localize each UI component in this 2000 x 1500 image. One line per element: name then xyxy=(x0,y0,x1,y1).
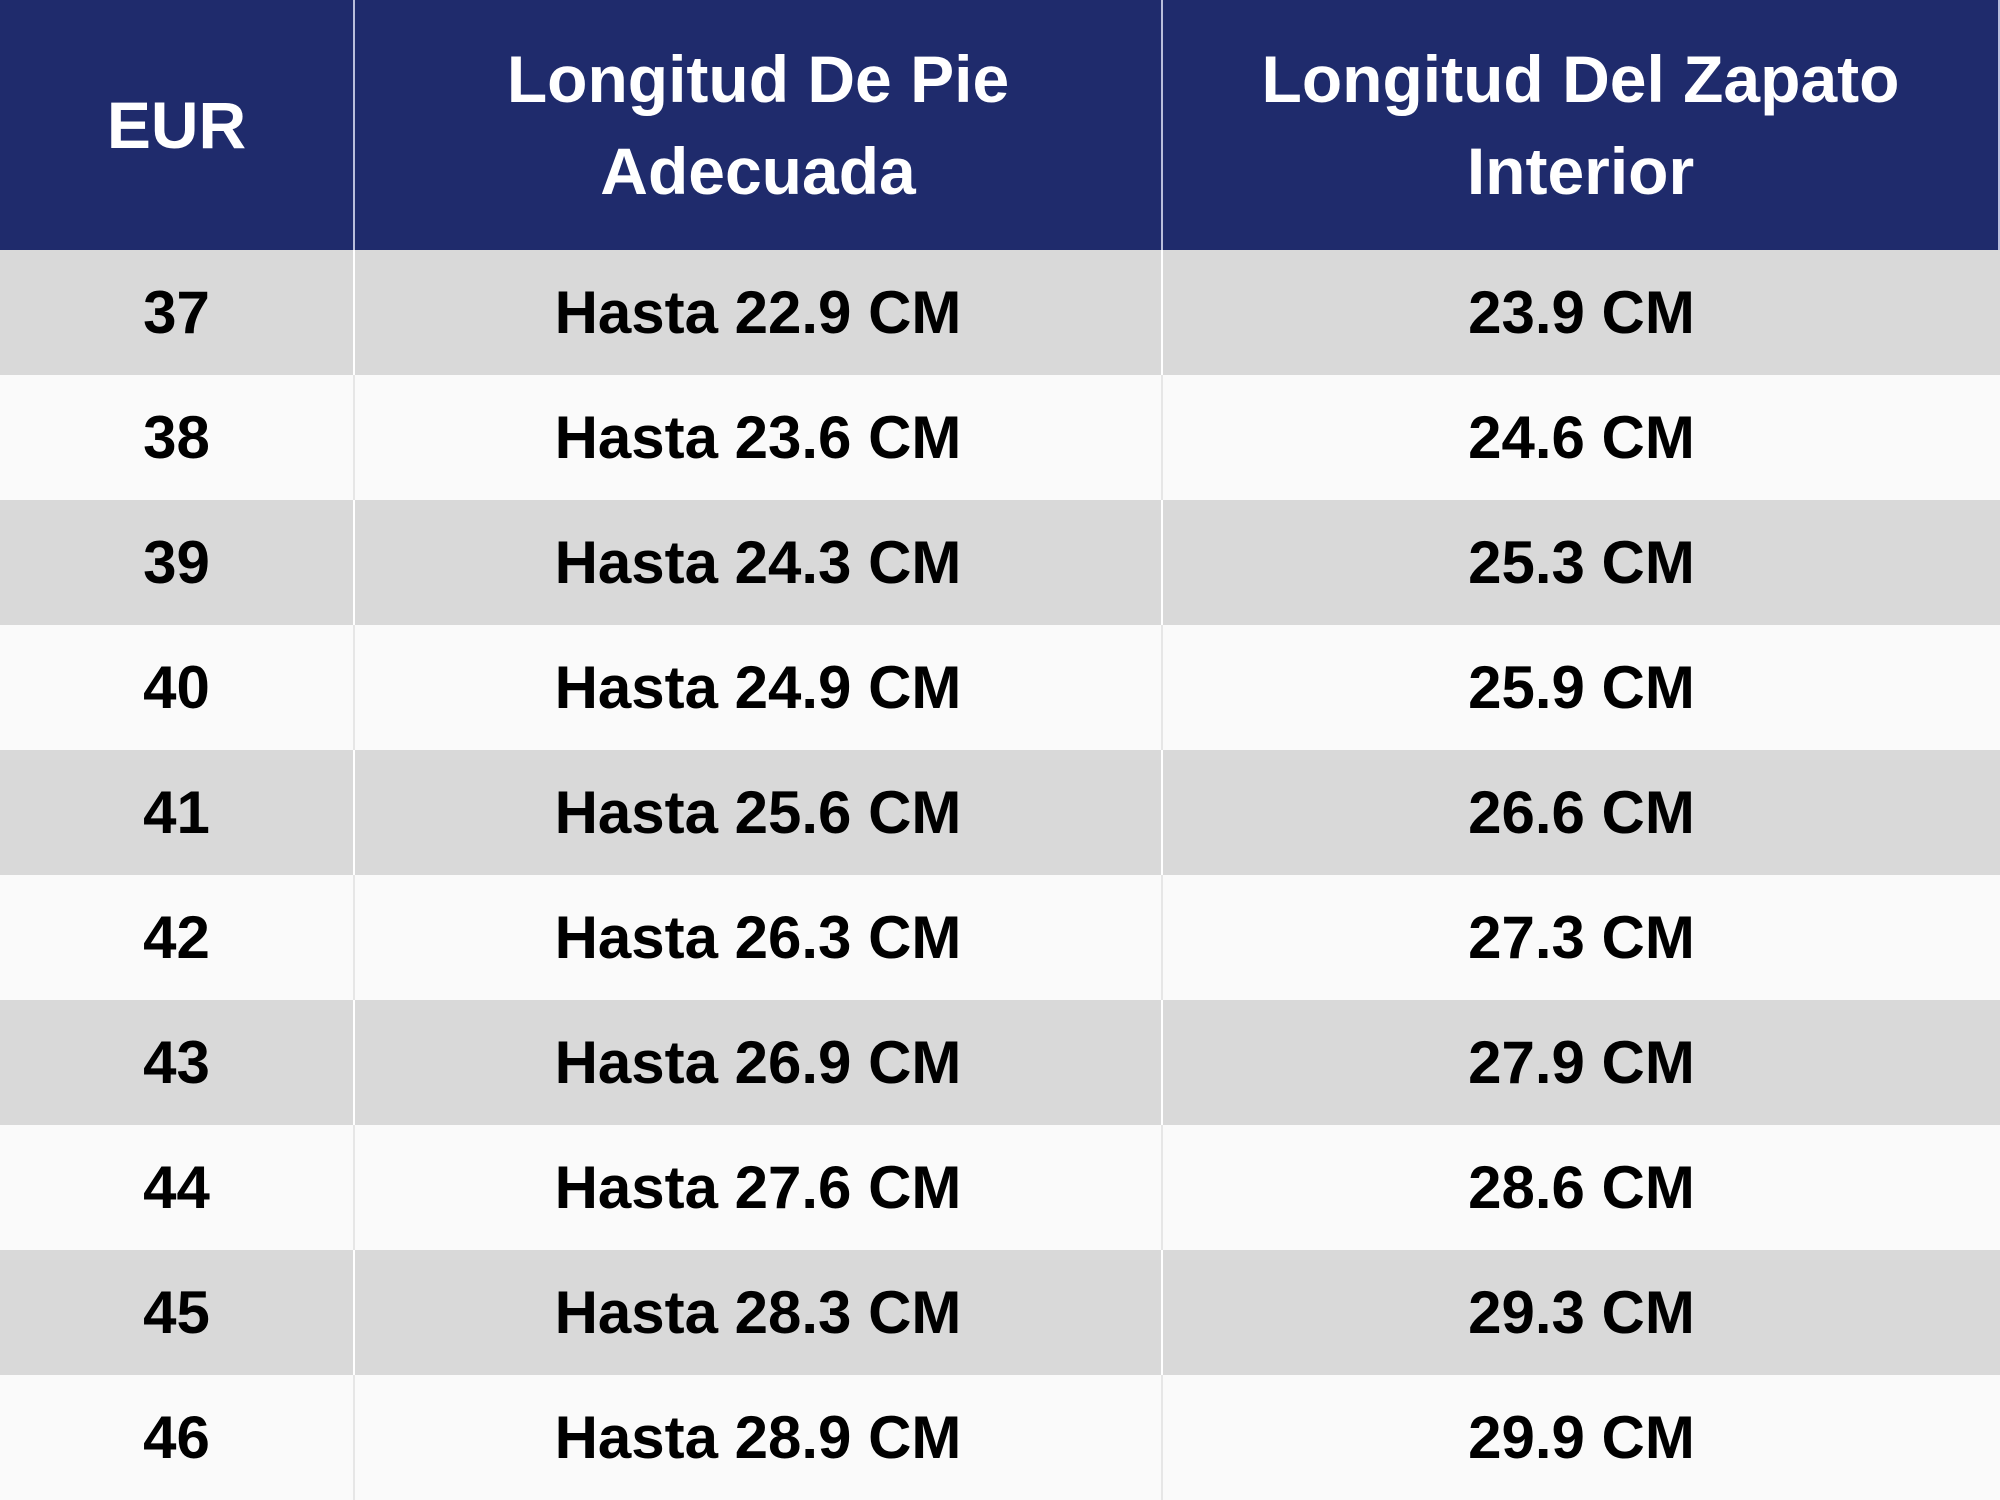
table-cell: 27.9 CM xyxy=(1163,1000,2000,1125)
table-cell: 26.6 CM xyxy=(1163,750,2000,875)
table-cell: 42 xyxy=(0,875,355,1000)
table-cell: Hasta 26.9 CM xyxy=(355,1000,1163,1125)
table-cell: Hasta 23.6 CM xyxy=(355,375,1163,500)
table-cell: 45 xyxy=(0,1250,355,1375)
table-cell: 38 xyxy=(0,375,355,500)
table-cell: Hasta 28.9 CM xyxy=(355,1375,1163,1500)
table-cell: Hasta 22.9 CM xyxy=(355,250,1163,375)
table-cell: 43 xyxy=(0,1000,355,1125)
table-cell: 24.6 CM xyxy=(1163,375,2000,500)
table-cell: 41 xyxy=(0,750,355,875)
table-cell: 29.3 CM xyxy=(1163,1250,2000,1375)
table-cell: Hasta 25.6 CM xyxy=(355,750,1163,875)
header-cell: EUR xyxy=(0,0,355,250)
table-cell: 44 xyxy=(0,1125,355,1250)
table-cell: 25.3 CM xyxy=(1163,500,2000,625)
table-cell: 40 xyxy=(0,625,355,750)
table-cell: Hasta 24.3 CM xyxy=(355,500,1163,625)
table-cell: 27.3 CM xyxy=(1163,875,2000,1000)
header-cell: Longitud De Pie Adecuada xyxy=(355,0,1163,250)
table-cell: 25.9 CM xyxy=(1163,625,2000,750)
table-cell: 29.9 CM xyxy=(1163,1375,2000,1500)
table-cell: 46 xyxy=(0,1375,355,1500)
table-cell: Hasta 28.3 CM xyxy=(355,1250,1163,1375)
table-cell: 28.6 CM xyxy=(1163,1125,2000,1250)
table-cell: Hasta 26.3 CM xyxy=(355,875,1163,1000)
table-cell: 23.9 CM xyxy=(1163,250,2000,375)
table-cell: Hasta 24.9 CM xyxy=(355,625,1163,750)
table-cell: 39 xyxy=(0,500,355,625)
table-cell: Hasta 27.6 CM xyxy=(355,1125,1163,1250)
header-cell: Longitud Del Zapato Interior xyxy=(1163,0,2000,250)
table-cell: 37 xyxy=(0,250,355,375)
